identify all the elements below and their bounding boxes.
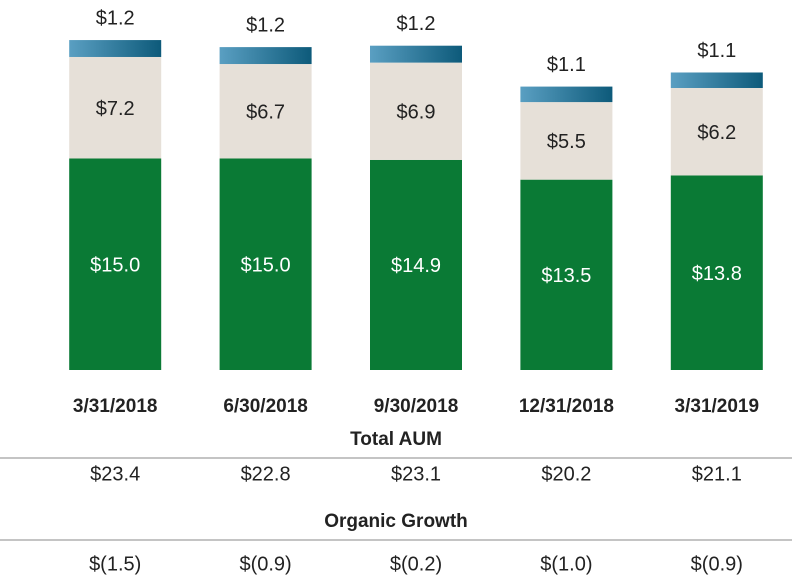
bar-segment [69,40,162,57]
data-label: $14.9 [391,255,441,277]
data-label: $13.5 [541,265,591,287]
data-label: $1.2 [397,13,436,35]
data-label: $7.2 [96,98,135,120]
bar-segment [370,62,462,160]
data-label: $1.2 [246,14,285,36]
bar-segment [670,175,763,370]
table-title: Total AUM [350,429,442,450]
bar-segment [370,45,462,63]
x-tick-label: 12/31/2018 [519,396,614,417]
bar-segment [370,159,462,370]
bar-segment [520,102,613,180]
table-cell: $(0.9) [239,553,291,575]
table-cell: $23.1 [391,463,441,485]
data-label: $15.0 [241,255,291,277]
table-cell: $(0.2) [390,553,442,575]
table-cell: $(0.9) [691,553,743,575]
data-label: $1.1 [547,54,586,76]
x-tick-label: 6/30/2018 [223,396,308,417]
data-label: $15.0 [90,255,140,277]
bar-segment [69,56,162,159]
x-tick-label: 9/30/2018 [374,396,459,417]
table-cell: $23.4 [90,463,140,485]
data-label: $13.8 [692,263,742,285]
data-label: $6.9 [397,102,436,124]
bar-segment [219,158,312,370]
x-tick-label: 3/31/2019 [675,396,760,417]
table-cell: $22.8 [241,463,291,485]
data-label: $1.2 [96,7,135,29]
table-title: Organic Growth [324,511,468,532]
bar-segment [219,47,312,65]
bar-segment [670,72,763,88]
data-label: $5.5 [547,131,586,153]
bar-segment [670,88,763,176]
bar-segment [520,86,613,103]
bar-segment [520,179,613,370]
bar-segment [219,64,312,159]
table-cell: $(1.0) [540,553,592,575]
x-tick-label: 3/31/2018 [73,396,158,417]
table-cell: $20.2 [541,463,591,485]
bar-segment [69,158,162,370]
data-label: $6.2 [697,122,736,144]
data-label: $6.7 [246,102,285,124]
data-label: $1.1 [697,40,736,62]
table-cell: $21.1 [692,463,742,485]
table-cell: $(1.5) [89,553,141,575]
